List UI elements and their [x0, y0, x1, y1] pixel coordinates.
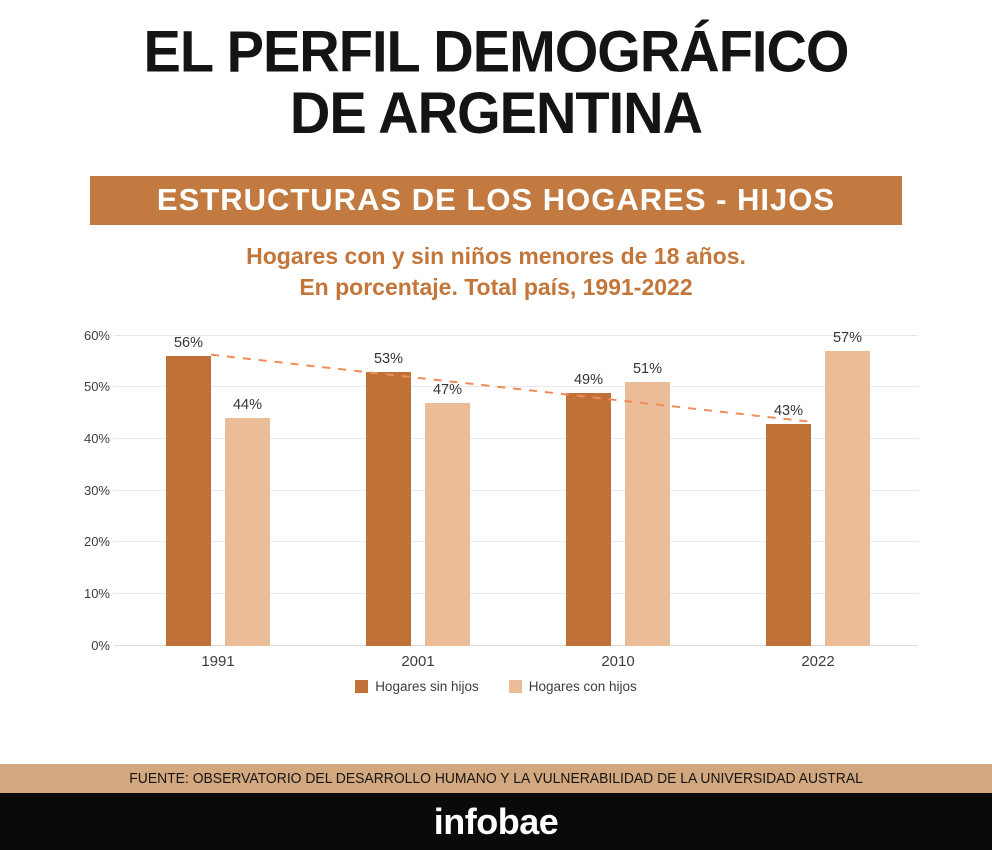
x-tick-label-2010: 2010 — [601, 652, 635, 670]
x-axis: 1991 2001 2010 2022 — [118, 646, 918, 676]
section-banner-label: ESTRUCTURAS DE LOS HOGARES - HIJOS — [156, 182, 836, 218]
bar-1991-sin-hijos — [166, 356, 211, 646]
brand-band: infobae — [0, 793, 992, 850]
value-label-2001-con-hijos: 47% — [432, 381, 463, 398]
gridline-60 — [114, 334, 918, 336]
bar-2001-con-hijos — [425, 402, 470, 646]
gridline-0 — [114, 644, 918, 646]
value-label-1991-con-hijos: 44% — [232, 397, 263, 414]
value-label-2022-sin-hijos: 43% — [773, 402, 804, 419]
value-label-2022-con-hijos: 57% — [832, 330, 863, 347]
bar-2022-sin-hijos — [766, 423, 811, 646]
y-tick-label-30: 30% — [83, 482, 110, 498]
value-label-2001-sin-hijos: 53% — [373, 350, 404, 367]
legend-label: Hogares sin hijos — [375, 678, 479, 694]
chart-subtitle-line2: En porcentaje. Total país, 1991-2022 — [299, 273, 693, 300]
section-banner: ESTRUCTURAS DE LOS HOGARES - HIJOS — [90, 175, 902, 225]
bar-2010-con-hijos — [625, 382, 670, 646]
page-title: EL PERFIL DEMOGRÁFICO DE ARGENTINA — [143, 18, 850, 146]
gridline-20 — [114, 541, 918, 543]
bar-2010-sin-hijos — [566, 392, 611, 646]
y-tick-label-40: 40% — [83, 431, 110, 447]
y-axis: 0% 10% 20% 30% 40% 50% 60% — [40, 328, 118, 653]
legend-swatch-icon — [508, 679, 522, 693]
bar-1991-con-hijos — [225, 418, 270, 646]
source-band: FUENTE: OBSERVATORIO DEL DESARROLLO HUMA… — [0, 764, 992, 793]
legend-item-con-hijos: Hogares con hijos — [508, 678, 637, 694]
x-tick-label-2001: 2001 — [401, 652, 435, 670]
bar-chart: 0% 10% 20% 30% 40% 50% 60% 56% 44% 53% 47% 49% 51% 4… — [0, 328, 992, 694]
y-tick-label-20: 20% — [83, 534, 110, 550]
gridline-40 — [114, 438, 918, 440]
bar-2022-con-hijos — [825, 351, 870, 646]
chart-subtitle-line1: Hogares con y sin niños menores de 18 añ… — [246, 242, 746, 269]
value-label-1991-sin-hijos: 56% — [173, 335, 204, 352]
chart-legend: Hogares sin hijos Hogares con hijos — [0, 679, 992, 694]
gridline-50 — [114, 386, 918, 388]
x-tick-label-2022: 2022 — [801, 652, 835, 670]
legend-label: Hogares con hijos — [528, 678, 637, 694]
footer: FUENTE: OBSERVATORIO DEL DESARROLLO HUMA… — [0, 764, 992, 850]
chart-subtitle: Hogares con y sin niños menores de 18 añ… — [246, 241, 746, 303]
page-title-line2: DE ARGENTINA — [289, 79, 703, 146]
y-tick-label-50: 50% — [83, 379, 110, 395]
y-tick-label-10: 10% — [83, 586, 110, 602]
chart-plot-row: 0% 10% 20% 30% 40% 50% 60% 56% 44% 53% 47% 49% 51% 4… — [40, 328, 992, 653]
gridline-30 — [114, 489, 918, 491]
y-tick-label-60: 60% — [83, 327, 110, 343]
source-text: FUENTE: OBSERVATORIO DEL DESARROLLO HUMA… — [129, 770, 863, 787]
x-tick-label-1991: 1991 — [201, 652, 235, 670]
y-tick-label-0: 0% — [91, 637, 110, 653]
value-label-2010-con-hijos: 51% — [632, 361, 663, 378]
page-title-line1: EL PERFIL DEMOGRÁFICO — [143, 18, 850, 85]
plot-area: 56% 44% 53% 47% 49% 51% 43% 57% — [114, 330, 918, 646]
gridline-10 — [114, 593, 918, 595]
legend-item-sin-hijos: Hogares sin hijos — [355, 679, 479, 694]
bar-2001-sin-hijos — [366, 371, 411, 646]
legend-swatch-icon — [355, 679, 369, 693]
infobae-logo: infobae — [433, 800, 559, 842]
